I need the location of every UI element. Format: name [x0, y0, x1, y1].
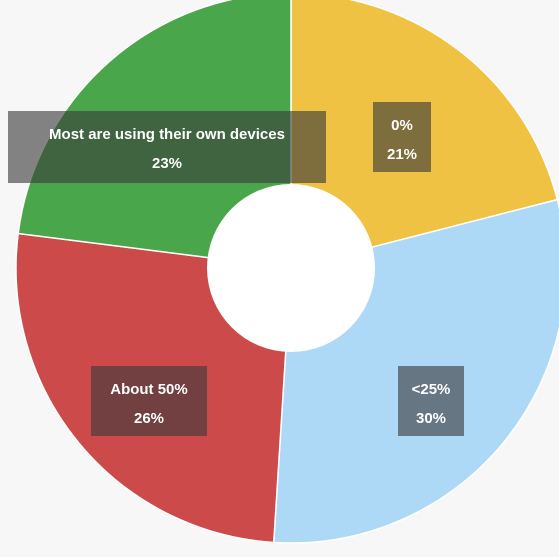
label-box-3: [8, 111, 326, 183]
slice-label-3: Most are using their own devices: [49, 126, 285, 143]
slice-label-2: About 50%: [110, 381, 188, 398]
slice-value-3: 23%: [152, 155, 182, 172]
slice-label-0: 0%: [391, 117, 413, 134]
label-box-2: [91, 366, 207, 436]
slice-label-1: <25%: [412, 381, 451, 398]
slice-value-1: 30%: [416, 410, 446, 427]
label-box-0: [373, 102, 431, 172]
donut-hole: [207, 184, 375, 352]
slice-value-0: 21%: [387, 146, 417, 163]
slice-value-2: 26%: [134, 410, 164, 427]
label-box-1: [398, 366, 464, 436]
chart-labels: 0% 21% <25% 30% About 50% 26% Most are using t…: [8, 102, 464, 436]
